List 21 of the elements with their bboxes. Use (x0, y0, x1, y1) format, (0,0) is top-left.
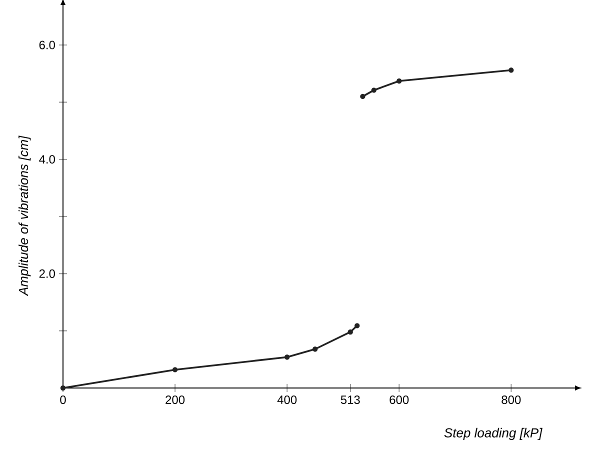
point (371, 88, 377, 93)
x-tick-label: 200 (166, 396, 185, 404)
y-tick-label: 6.0 (39, 40, 56, 50)
y-axis-title: Amplitude of vibrations [cm] (18, 136, 31, 296)
y-tick-label: 4.0 (39, 155, 56, 164)
point (284, 354, 290, 360)
y-tick-label: 2.0 (39, 269, 56, 278)
x-axis-title: Step loading [kP] (444, 428, 542, 440)
point (312, 346, 318, 352)
point (60, 385, 66, 391)
x-tick-label: 0 (60, 396, 66, 404)
point (348, 329, 353, 335)
x-tick-label: 400 (277, 396, 297, 404)
x-tick-label: 513 (340, 396, 360, 404)
point (396, 78, 402, 84)
x-tick-label: 600 (390, 396, 409, 404)
point (508, 68, 514, 73)
point (172, 367, 178, 372)
x-tick-label: 800 (502, 396, 521, 404)
point (360, 94, 366, 100)
point (354, 323, 360, 328)
